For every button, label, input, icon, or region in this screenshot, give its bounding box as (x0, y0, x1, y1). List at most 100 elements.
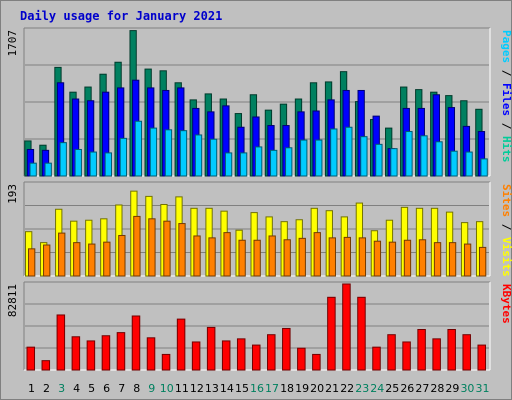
axis-label-part: Files (500, 83, 512, 116)
day-label-29: 29 (445, 382, 459, 395)
bar-sites-day-8 (133, 215, 141, 277)
bar-pages-day-24 (375, 143, 383, 177)
bar-pages-day-22 (345, 126, 353, 177)
bar-pages-day-29 (450, 150, 458, 177)
bar-pages-day-13 (209, 138, 218, 177)
max-label-visits-sites: 193 (6, 184, 19, 204)
bar-sites-day-19 (298, 237, 306, 277)
bar-sites-day-26 (403, 239, 412, 277)
bar-kbytes-day-15 (236, 338, 246, 371)
bar-sites-day-30 (463, 243, 472, 277)
axis-label-part: Pages (500, 30, 512, 63)
bar-pages-day-21 (330, 128, 338, 177)
day-label-8: 8 (133, 382, 140, 395)
bar-sites-day-13 (208, 237, 216, 277)
bar-sites-day-28 (433, 242, 442, 277)
bar-kbytes-day-13 (206, 326, 216, 371)
bar-kbytes-day-10 (161, 353, 171, 371)
day-label-16: 16 (250, 382, 264, 395)
bar-kbytes-day-30 (462, 334, 471, 371)
bar-pages-day-31 (480, 158, 488, 177)
bar-sites-day-10 (163, 220, 171, 277)
bar-pages-day-5 (89, 151, 97, 177)
bar-pages-day-1 (29, 162, 37, 177)
bar-sites-day-20 (313, 232, 321, 277)
bar-sites-day-23 (358, 237, 367, 277)
bar-pages-day-28 (435, 141, 443, 177)
day-label-3: 3 (58, 382, 65, 395)
bar-kbytes-day-6 (101, 335, 111, 371)
axis-label-hits-files-pages: Pages / Files / Hits (500, 30, 512, 163)
bar-sites-day-6 (103, 241, 111, 277)
axis-label-part: Sites (500, 184, 512, 217)
axis-label-visits-sites: Sites / Visits (500, 184, 512, 277)
axis-label-part: / (500, 116, 512, 136)
day-label-12: 12 (190, 382, 204, 395)
bar-sites-day-2 (43, 244, 51, 277)
bar-pages-day-8 (134, 120, 143, 177)
bar-pages-day-17 (270, 149, 278, 177)
bar-sites-day-3 (58, 232, 66, 277)
max-label-kbytes: 82811 (6, 284, 19, 317)
day-label-28: 28 (430, 382, 444, 395)
bar-pages-day-27 (420, 135, 428, 177)
axis-label-part: KBytes (500, 284, 512, 324)
day-label-26: 26 (400, 382, 414, 395)
bar-sites-day-22 (343, 236, 352, 277)
max-label-hits-files-pages: 1707 (6, 30, 19, 57)
bar-sites-day-21 (328, 237, 336, 277)
day-label-20: 20 (310, 382, 324, 395)
bar-kbytes-day-14 (221, 340, 231, 371)
bar-pages-day-2 (44, 162, 52, 177)
bar-sites-day-14 (223, 232, 231, 277)
axis-label-kbytes: KBytes (500, 284, 512, 324)
bar-pages-day-26 (405, 131, 413, 177)
bar-sites-day-16 (253, 239, 261, 277)
day-label-7: 7 (118, 382, 125, 395)
day-label-19: 19 (295, 382, 309, 395)
bar-pages-day-20 (315, 139, 323, 177)
bar-pages-day-30 (465, 151, 473, 177)
bar-sites-day-4 (73, 242, 81, 277)
bar-kbytes-day-27 (417, 328, 426, 371)
day-label-30: 30 (460, 382, 474, 395)
bar-kbytes-day-1 (26, 346, 36, 371)
day-label-21: 21 (325, 382, 339, 395)
axis-label-part: Hits (500, 136, 512, 163)
bar-sites-day-1 (28, 248, 36, 277)
bar-pages-day-12 (194, 134, 203, 177)
day-label-24: 24 (370, 382, 384, 395)
bar-kbytes-day-2 (41, 360, 51, 371)
bar-pages-day-9 (149, 127, 158, 177)
bar-sites-day-11 (178, 223, 186, 277)
bar-kbytes-day-7 (116, 332, 126, 371)
day-label-10: 10 (160, 382, 174, 395)
chart-title: Daily usage for January 2021 (20, 9, 222, 23)
bar-kbytes-day-4 (71, 336, 81, 371)
axis-label-part: / (500, 63, 512, 83)
bar-sites-day-29 (448, 242, 457, 277)
bar-kbytes-day-17 (267, 334, 276, 371)
bar-sites-day-31 (478, 246, 487, 277)
day-label-4: 4 (73, 382, 80, 395)
bar-pages-day-14 (224, 152, 233, 177)
bar-sites-day-12 (193, 235, 201, 277)
bar-sites-day-5 (88, 243, 96, 277)
bar-kbytes-day-12 (191, 341, 201, 371)
bar-sites-day-18 (283, 239, 291, 277)
bar-pages-day-3 (59, 142, 67, 177)
day-label-11: 11 (175, 382, 189, 395)
bar-sites-day-27 (418, 239, 427, 277)
bar-pages-day-23 (360, 136, 368, 177)
bar-kbytes-day-20 (312, 353, 321, 371)
bar-kbytes-day-19 (297, 347, 306, 371)
bar-sites-day-15 (238, 239, 246, 277)
day-label-22: 22 (340, 382, 354, 395)
bar-kbytes-day-11 (176, 318, 186, 371)
day-label-9: 9 (148, 382, 155, 395)
day-label-27: 27 (415, 382, 429, 395)
bar-pages-day-19 (300, 139, 308, 177)
bar-pages-day-11 (179, 130, 188, 177)
